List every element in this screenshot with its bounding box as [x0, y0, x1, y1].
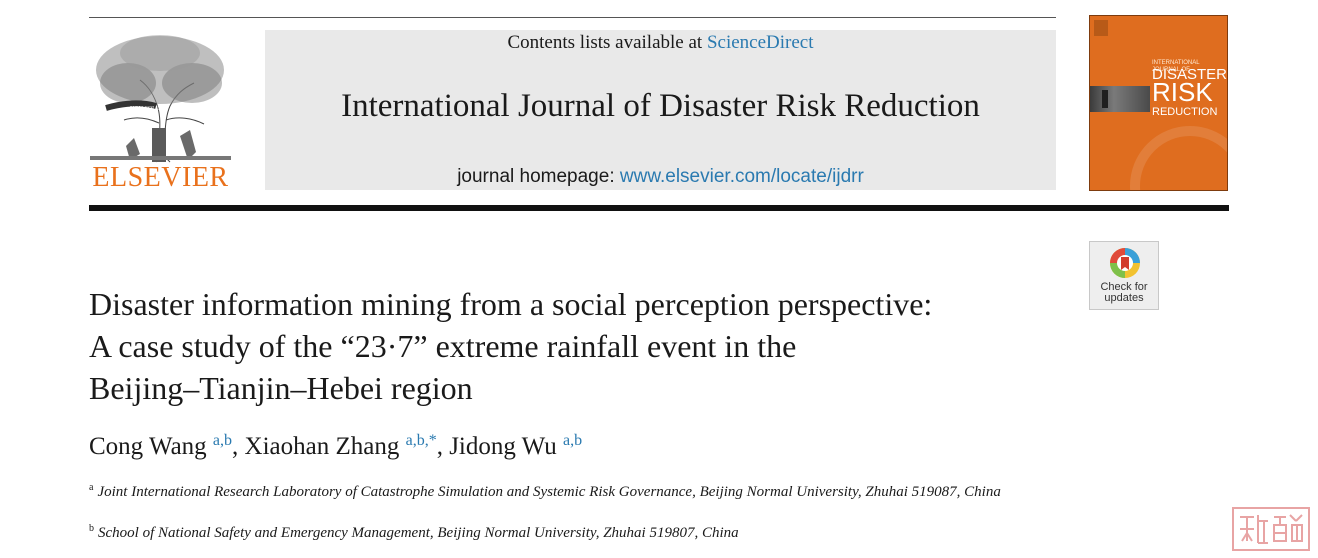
article-title-line2: A case study of the “23·7” extreme rainf…: [89, 328, 797, 364]
affiliation-b: b School of National Safety and Emergency…: [89, 523, 1049, 544]
article-title: Disaster information mining from a socia…: [89, 283, 1079, 409]
author-separator: ,: [436, 433, 450, 460]
watermark-stamp-icon: [1232, 507, 1310, 551]
article-title-line3: Beijing–Tianjin–Hebei region: [89, 370, 473, 406]
cover-title-line2: RISK: [1152, 77, 1213, 107]
header-divider: [89, 205, 1229, 211]
elsevier-tree-logo-icon: NON SOLUS: [90, 35, 231, 163]
journal-cover-thumbnail[interactable]: INTERNATIONAL JOURNAL OF DISASTER RISK R…: [1089, 15, 1228, 191]
cover-elsevier-mini-logo: [1094, 20, 1108, 36]
affiliation-label: a: [89, 482, 94, 493]
cover-photo: [1090, 86, 1150, 112]
elsevier-wordmark[interactable]: ELSEVIER: [92, 162, 229, 193]
affiliation-text: School of National Safety and Emergency …: [98, 525, 739, 541]
crossmark-icon: [1110, 248, 1140, 278]
journal-homepage-link[interactable]: www.elsevier.com/locate/ijdrr: [619, 166, 864, 187]
check-for-updates-label: Check for updates: [1090, 282, 1158, 304]
cover-ring-decoration: [1130, 126, 1227, 190]
author-affiliation-marks[interactable]: a,b: [563, 432, 583, 449]
affiliation-text: Joint International Research Laboratory …: [97, 484, 1001, 500]
author-list: Cong Wang a,b, Xiaohan Zhang a,b,*, Jido…: [89, 430, 582, 464]
author-affiliation-marks[interactable]: a,b,*: [405, 432, 437, 449]
author-name[interactable]: Xiaohan Zhang: [244, 433, 400, 460]
cover-title-line1: DISASTER: [1152, 66, 1228, 83]
author-affiliation-marks[interactable]: a,b: [212, 432, 233, 449]
badge-line1: Check for: [1100, 281, 1148, 293]
check-for-updates-badge[interactable]: Check for updates: [1089, 241, 1159, 310]
top-rule: [89, 17, 1056, 18]
journal-masthead: [265, 30, 1056, 190]
article-title-line1: Disaster information mining from a socia…: [89, 286, 933, 322]
affiliation-label: b: [89, 523, 94, 534]
author-name[interactable]: Cong Wang: [89, 433, 207, 460]
journal-homepage-line: journal homepage: www.elsevier.com/locat…: [265, 166, 1056, 188]
stamp-glyph-icon: [1240, 514, 1303, 544]
affiliation-a: a Joint International Research Laboratory…: [89, 482, 1049, 503]
logo-banner-text: NON SOLUS: [130, 106, 164, 112]
contents-line: Contents lists available at ScienceDirec…: [265, 31, 1056, 55]
journal-title: International Journal of Disaster Risk R…: [341, 88, 980, 124]
badge-line2: updates: [1104, 292, 1144, 304]
author-separator: ,: [232, 433, 245, 460]
cover-small-text: INTERNATIONAL JOURNAL OF: [1152, 60, 1200, 73]
sciencedirect-link[interactable]: ScienceDirect: [706, 32, 814, 53]
cover-title-line3: REDUCTION: [1152, 106, 1218, 118]
homepage-prefix: journal homepage:: [457, 166, 620, 187]
contents-prefix: Contents lists available at: [507, 32, 707, 53]
author-name[interactable]: Jidong Wu: [449, 433, 557, 460]
